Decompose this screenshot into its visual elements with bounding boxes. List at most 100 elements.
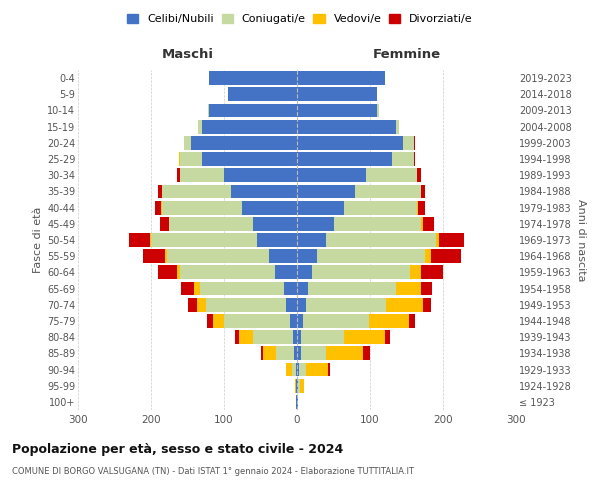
Y-axis label: Fasce di età: Fasce di età: [32, 207, 43, 273]
Bar: [311, 266, 410, 280]
Text: Maschi: Maschi: [161, 48, 214, 61]
Bar: [242, 200, 297, 214]
Bar: [167, 250, 269, 263]
Bar: [276, 346, 294, 360]
Bar: [421, 217, 422, 230]
Bar: [235, 330, 239, 344]
Bar: [129, 233, 149, 247]
Bar: [194, 282, 200, 296]
Bar: [232, 184, 297, 198]
Bar: [224, 314, 290, 328]
Bar: [176, 266, 180, 280]
Bar: [334, 217, 421, 230]
Bar: [297, 120, 395, 134]
Bar: [202, 152, 297, 166]
Bar: [297, 395, 298, 409]
Bar: [317, 250, 425, 263]
Bar: [301, 330, 344, 344]
Bar: [303, 314, 368, 328]
Bar: [180, 168, 224, 182]
Bar: [200, 282, 284, 296]
Bar: [295, 379, 296, 392]
Bar: [328, 362, 330, 376]
Bar: [297, 168, 367, 182]
Bar: [169, 217, 253, 230]
Bar: [395, 282, 421, 296]
Bar: [386, 298, 422, 312]
Bar: [297, 250, 317, 263]
Bar: [294, 346, 297, 360]
Bar: [367, 168, 418, 182]
Bar: [179, 152, 180, 166]
Bar: [224, 168, 297, 182]
Bar: [421, 184, 425, 198]
Bar: [300, 379, 304, 392]
Bar: [326, 233, 436, 247]
Bar: [184, 136, 191, 149]
Bar: [202, 120, 297, 134]
Bar: [298, 379, 300, 392]
Bar: [368, 314, 409, 328]
Bar: [297, 346, 301, 360]
Bar: [421, 282, 432, 296]
Bar: [257, 233, 297, 247]
Bar: [213, 314, 224, 328]
Bar: [162, 184, 232, 198]
Bar: [297, 136, 403, 149]
Bar: [292, 362, 296, 376]
Bar: [180, 266, 275, 280]
Bar: [296, 395, 297, 409]
Bar: [165, 250, 167, 263]
Bar: [307, 362, 328, 376]
Bar: [162, 200, 242, 214]
Bar: [299, 362, 307, 376]
Bar: [395, 120, 399, 134]
Bar: [306, 298, 386, 312]
Bar: [425, 250, 431, 263]
Bar: [180, 152, 202, 166]
Bar: [363, 346, 370, 360]
Legend: Celibi/Nubili, Coniugati/e, Vedovi/e, Divorziati/e: Celibi/Nubili, Coniugati/e, Vedovi/e, Di…: [124, 10, 476, 28]
Bar: [421, 266, 443, 280]
Bar: [297, 104, 377, 118]
Bar: [414, 152, 415, 166]
Bar: [209, 104, 297, 118]
Bar: [286, 362, 292, 376]
Bar: [422, 217, 434, 230]
Bar: [326, 346, 363, 360]
Bar: [199, 120, 202, 134]
Bar: [409, 314, 415, 328]
Bar: [392, 152, 414, 166]
Bar: [261, 346, 263, 360]
Bar: [206, 298, 286, 312]
Bar: [377, 104, 379, 118]
Bar: [143, 250, 165, 263]
Bar: [188, 298, 197, 312]
Bar: [297, 233, 326, 247]
Bar: [422, 298, 431, 312]
Bar: [293, 330, 297, 344]
Bar: [207, 314, 213, 328]
Bar: [227, 88, 297, 101]
Bar: [297, 314, 303, 328]
Bar: [290, 314, 297, 328]
Bar: [158, 266, 176, 280]
Bar: [297, 282, 308, 296]
Bar: [253, 217, 297, 230]
Bar: [414, 136, 415, 149]
Bar: [197, 298, 206, 312]
Bar: [149, 233, 151, 247]
Bar: [158, 184, 162, 198]
Bar: [301, 346, 326, 360]
Bar: [269, 250, 297, 263]
Bar: [297, 379, 298, 392]
Bar: [431, 250, 461, 263]
Bar: [209, 71, 297, 85]
Bar: [308, 282, 395, 296]
Bar: [176, 168, 180, 182]
Bar: [253, 330, 293, 344]
Bar: [297, 330, 301, 344]
Bar: [239, 330, 253, 344]
Bar: [286, 298, 297, 312]
Bar: [181, 282, 194, 296]
